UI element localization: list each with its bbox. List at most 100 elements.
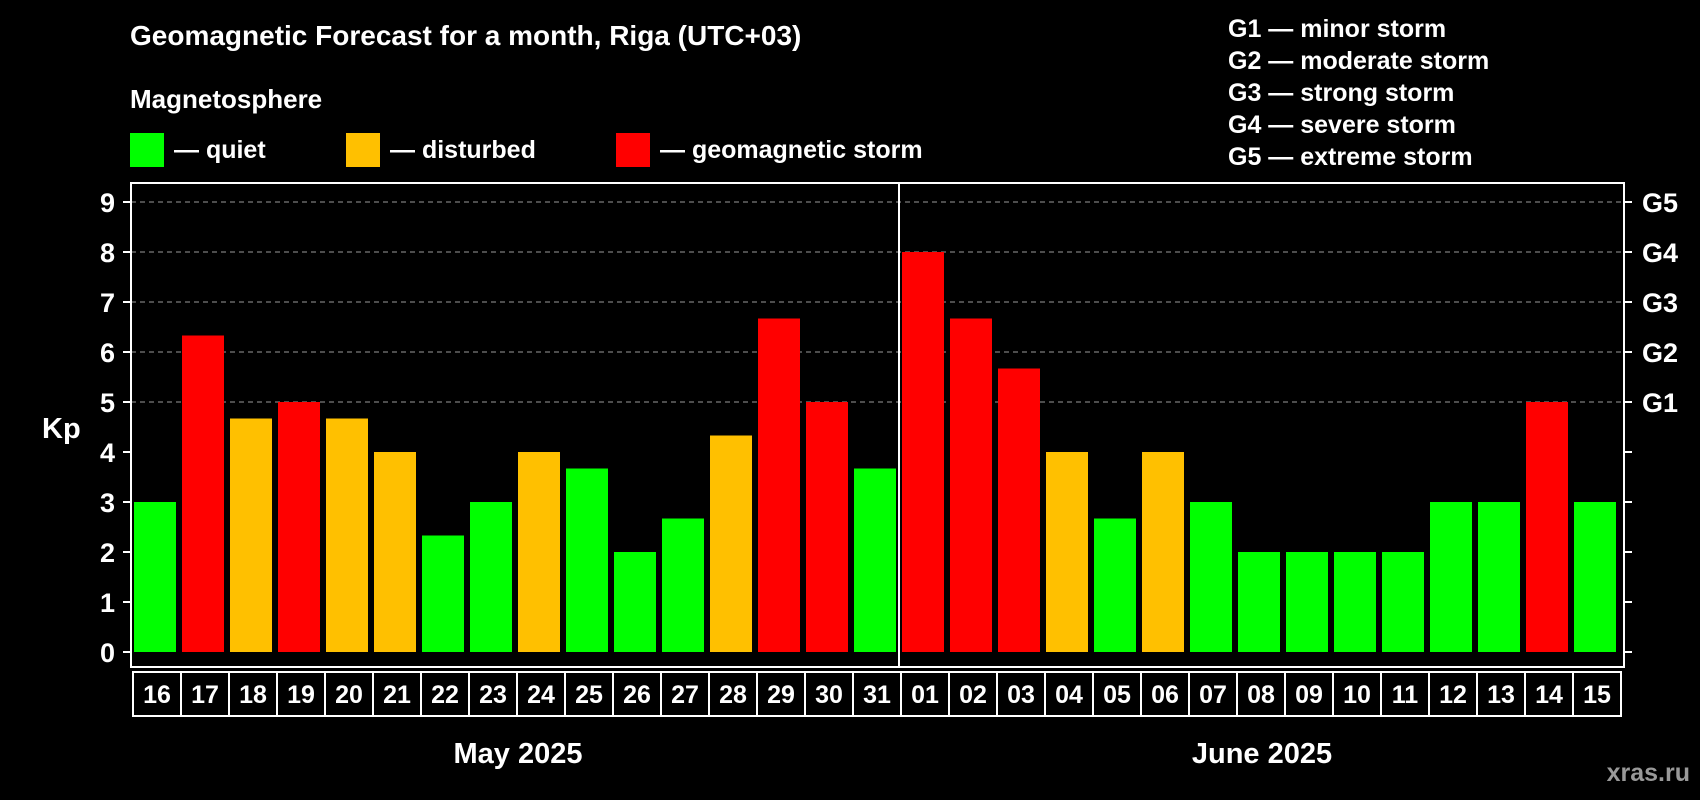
- x-tick-label-11: 11: [1392, 681, 1419, 709]
- x-tick-label-10: 10: [1343, 681, 1371, 709]
- legend-label-quiet: — quiet: [174, 135, 266, 164]
- x-tick-label-30: 30: [815, 681, 843, 709]
- legend-quiet: — quiet: [130, 133, 266, 167]
- g-tick-label-g1: G1: [1642, 388, 1678, 418]
- bar-20-05: [1094, 518, 1136, 652]
- x-tick-label-14: 14: [1535, 681, 1563, 709]
- x-tick-label-12: 12: [1439, 681, 1467, 709]
- x-tick-label-09: 09: [1295, 681, 1323, 709]
- legend-label-disturbed: — disturbed: [390, 135, 536, 164]
- bar-29-14: [1526, 402, 1568, 652]
- bar-24-09: [1286, 552, 1328, 652]
- bar-27-12: [1430, 502, 1472, 652]
- g-tick-label-g5: G5: [1642, 188, 1678, 218]
- g-scale-g1: G1 — minor storm: [1228, 15, 1447, 43]
- y-tick-label-9: 9: [100, 188, 115, 218]
- bar-28-13: [1478, 502, 1520, 652]
- bar-1-17: [182, 335, 224, 652]
- y-tick-label-1: 1: [100, 588, 115, 618]
- legend-disturbed: — disturbed: [346, 133, 536, 167]
- x-tick-label-13: 13: [1487, 681, 1515, 709]
- x-tick-label-04: 04: [1055, 681, 1083, 709]
- y-tick-label-8: 8: [100, 238, 115, 268]
- bar-10-26: [614, 552, 656, 652]
- x-tick-label-17: 17: [191, 681, 219, 709]
- month-label-1: June 2025: [1192, 738, 1332, 770]
- legend-swatch-quiet: [130, 133, 164, 167]
- bar-19-04: [1046, 452, 1088, 652]
- x-tick-label-15: 15: [1583, 681, 1611, 709]
- legend-swatch-storm: [616, 133, 650, 167]
- g-tick-label-g4: G4: [1642, 238, 1678, 268]
- x-tick-label-29: 29: [767, 681, 795, 709]
- bar-5-21: [374, 452, 416, 652]
- x-tick-label-19: 19: [287, 681, 315, 709]
- x-tick-label-20: 20: [335, 681, 363, 709]
- bar-16-01: [902, 252, 944, 652]
- g-scale-legend: G1 — minor storm G2 — moderate storm G3 …: [1228, 13, 1489, 173]
- bar-13-29: [758, 318, 800, 652]
- bar-4-20: [326, 418, 368, 652]
- x-tick-label-16: 16: [143, 681, 171, 709]
- y-tick-label-4: 4: [100, 438, 115, 468]
- legend-swatch-disturbed: [346, 133, 380, 167]
- bar-18-03: [998, 368, 1040, 652]
- x-tick-label-05: 05: [1103, 681, 1131, 709]
- g-scale-g3: G3 — strong storm: [1228, 79, 1455, 107]
- x-tick-label-23: 23: [479, 681, 507, 709]
- legend-label-storm: — geomagnetic storm: [660, 135, 923, 164]
- bar-30-15: [1574, 502, 1616, 652]
- g-scale-g5: G5 — extreme storm: [1228, 143, 1473, 171]
- bar-14-30: [806, 402, 848, 652]
- bar-26-11: [1382, 552, 1424, 652]
- bar-8-24: [518, 452, 560, 652]
- chart-bars: [134, 252, 1616, 652]
- x-tick-label-27: 27: [671, 681, 699, 709]
- x-tick-label-21: 21: [383, 681, 411, 709]
- x-tick-label-31: 31: [863, 681, 891, 709]
- chart-axes: [123, 182, 1632, 717]
- y-axis-label: Kp: [42, 413, 81, 445]
- bar-2-18: [230, 418, 272, 652]
- x-tick-label-06: 06: [1151, 681, 1179, 709]
- x-tick-label-28: 28: [719, 681, 747, 709]
- watermark: xras.ru: [1606, 759, 1690, 787]
- y-tick-label-7: 7: [100, 288, 115, 318]
- g-scale-g2: G2 — moderate storm: [1228, 47, 1490, 75]
- y-tick-label-6: 6: [100, 338, 115, 368]
- bar-17-02: [950, 318, 992, 652]
- bar-9-25: [566, 468, 608, 652]
- y-tick-label-5: 5: [100, 388, 115, 418]
- month-label-0: May 2025: [454, 738, 583, 770]
- g-tick-label-g3: G3: [1642, 288, 1678, 318]
- chart-title: Geomagnetic Forecast for a month, Riga (…: [130, 20, 802, 51]
- y-tick-label-2: 2: [100, 538, 115, 568]
- bar-25-10: [1334, 552, 1376, 652]
- section-label: Magnetosphere: [130, 84, 323, 114]
- bar-21-06: [1142, 452, 1184, 652]
- y-tick-label-0: 0: [100, 638, 115, 668]
- plot-frame: [130, 182, 1625, 668]
- y-tick-label-3: 3: [100, 488, 115, 518]
- bar-12-28: [710, 435, 752, 652]
- bar-0-16: [134, 502, 176, 652]
- x-tick-label-01: 01: [911, 681, 939, 709]
- x-tick-label-26: 26: [623, 681, 651, 709]
- x-tick-label-22: 22: [431, 681, 459, 709]
- x-tick-label-03: 03: [1007, 681, 1035, 709]
- bar-7-23: [470, 502, 512, 652]
- date-row-frame: [132, 671, 1622, 717]
- bar-22-07: [1190, 502, 1232, 652]
- x-tick-label-18: 18: [239, 681, 267, 709]
- chart-grid: [131, 201, 1624, 403]
- x-tick-label-24: 24: [527, 681, 555, 709]
- g-tick-label-g2: G2: [1642, 338, 1678, 368]
- bar-15-31: [854, 468, 896, 652]
- bar-23-08: [1238, 552, 1280, 652]
- x-tick-label-02: 02: [959, 681, 987, 709]
- bar-11-27: [662, 518, 704, 652]
- x-tick-label-08: 08: [1247, 681, 1275, 709]
- g-scale-g4: G4 — severe storm: [1228, 111, 1456, 139]
